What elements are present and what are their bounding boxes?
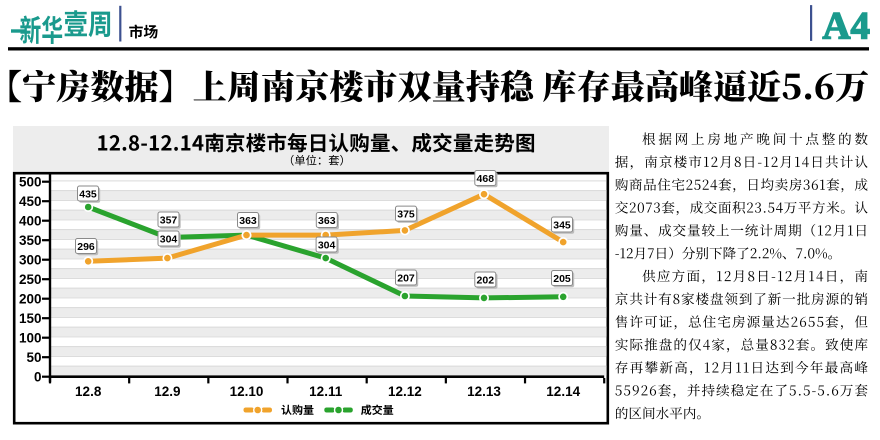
svg-text:304: 304	[318, 239, 336, 251]
svg-text:200: 200	[19, 292, 42, 307]
svg-text:50: 50	[26, 350, 41, 365]
svg-text:400: 400	[19, 214, 42, 229]
svg-text:468: 468	[477, 173, 495, 185]
svg-text:450: 450	[19, 194, 42, 209]
svg-text:A4: A4	[822, 4, 870, 47]
svg-text:357: 357	[160, 214, 178, 226]
svg-text:363: 363	[318, 215, 336, 227]
svg-text:100: 100	[19, 331, 42, 346]
svg-text:12.11: 12.11	[309, 384, 343, 399]
svg-text:12.8: 12.8	[75, 384, 102, 399]
svg-text:0: 0	[34, 370, 42, 385]
svg-text:12.13: 12.13	[467, 384, 501, 399]
svg-text:363: 363	[239, 215, 257, 227]
svg-text:350: 350	[19, 233, 42, 248]
svg-text:500: 500	[19, 175, 42, 190]
svg-text:300: 300	[19, 253, 42, 268]
svg-text:12.9: 12.9	[154, 384, 180, 399]
svg-text:250: 250	[19, 272, 42, 287]
svg-text:12.12: 12.12	[388, 384, 422, 399]
svg-text:150: 150	[19, 311, 42, 326]
svg-text:375: 375	[397, 208, 415, 220]
svg-text:304: 304	[160, 233, 178, 245]
svg-text:12.14: 12.14	[546, 384, 580, 399]
svg-text:345: 345	[553, 219, 571, 231]
svg-text:205: 205	[553, 273, 571, 285]
svg-text:12.10: 12.10	[230, 384, 264, 399]
svg-text:296: 296	[77, 241, 95, 253]
svg-text:435: 435	[79, 188, 97, 200]
svg-text:202: 202	[477, 274, 495, 286]
svg-text:207: 207	[397, 272, 415, 284]
